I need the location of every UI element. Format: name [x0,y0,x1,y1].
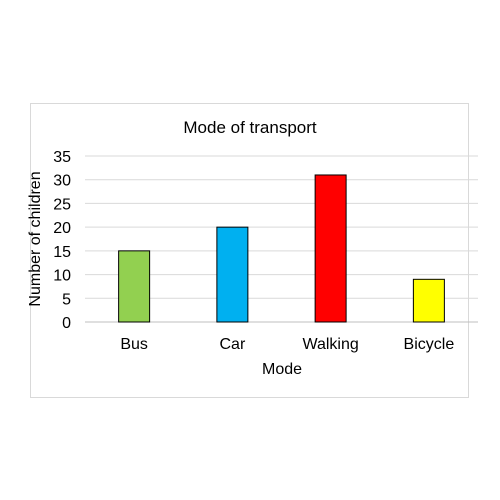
x-tick-label: Bus [120,336,148,353]
bars [118,174,445,323]
bar-bicycle [412,278,445,323]
bar-car [216,226,249,323]
x-axis-title: Mode [262,361,302,378]
y-tick-label: 15 [53,244,71,261]
gridlines [85,155,478,323]
y-tick-label: 20 [53,220,71,237]
y-tick-label: 25 [53,196,71,213]
y-tick-label: 5 [62,291,71,308]
y-tick-label: 0 [62,315,71,332]
x-tick-label: Car [219,336,245,353]
y-tick-label: 35 [53,149,71,166]
x-tick-label: Bicycle [404,336,455,353]
y-tick-label: 10 [53,268,71,285]
y-axis-ticks: 0 5 10 15 20 25 30 35 [53,149,71,332]
y-tick-label: 30 [53,173,71,190]
bar-walking [314,174,347,323]
y-axis-title: Number of children [27,171,44,306]
chart-title: Mode of transport [183,118,317,137]
x-axis-ticks: Bus Car Walking Bicycle [120,336,454,353]
bar-bus [118,250,151,323]
x-tick-label: Walking [302,336,358,353]
